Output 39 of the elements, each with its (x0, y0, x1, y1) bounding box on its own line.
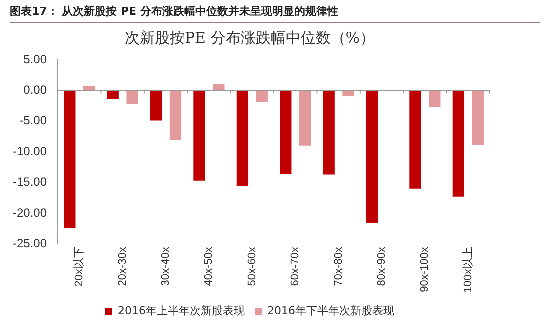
bar (300, 90, 312, 146)
x-tick-label: 20x以下 (72, 247, 86, 287)
bar (194, 90, 206, 181)
legend-label: 2016年下半年次新股表现 (268, 304, 394, 318)
bar (452, 90, 465, 197)
bar (213, 84, 225, 91)
bar (280, 90, 292, 174)
bar (366, 90, 378, 224)
bar (64, 90, 76, 228)
legend-label: 2016年上半年次新股表现 (118, 304, 246, 318)
x-tick-label: 90x-100x (419, 246, 432, 292)
bar (236, 90, 249, 186)
bar (107, 90, 119, 100)
x-tick-label: 80x-90x (376, 246, 388, 286)
x-tick-label: 60x-70x (290, 246, 302, 286)
y-tick-label: -15.00 (12, 175, 48, 190)
bar (410, 90, 422, 189)
chart-title: 图表17： 从次新股按 PE 分布涨跌幅中位数并未呈现明显的规律性 (10, 4, 540, 23)
y-tick-label: -25.00 (12, 236, 48, 250)
bar (256, 90, 268, 102)
x-tick-label: 50x-60x (246, 246, 258, 286)
bar (323, 90, 335, 175)
bar (170, 90, 182, 140)
bar (472, 90, 484, 146)
bar (150, 90, 162, 121)
y-tick-label: -20.00 (12, 206, 48, 220)
x-tick-label: 70x-80x (332, 246, 345, 286)
y-tick-label: 0.00 (24, 83, 48, 98)
x-tick-label: 30x-40x (160, 246, 172, 286)
bar (429, 90, 441, 108)
y-tick-label: -5.00 (20, 114, 48, 128)
x-tick-label: 20x-30x (116, 246, 129, 286)
bar (126, 90, 138, 104)
y-tick-label: 5.00 (24, 52, 48, 66)
x-tick-label: 40x-50x (203, 246, 216, 286)
y-tick-label: -10.00 (12, 144, 48, 158)
bar (342, 90, 354, 96)
chart-subtitle: 次新股按PE 分布涨跌幅中位数（%） (124, 28, 376, 47)
x-tick-label: 100x以上 (461, 247, 474, 294)
